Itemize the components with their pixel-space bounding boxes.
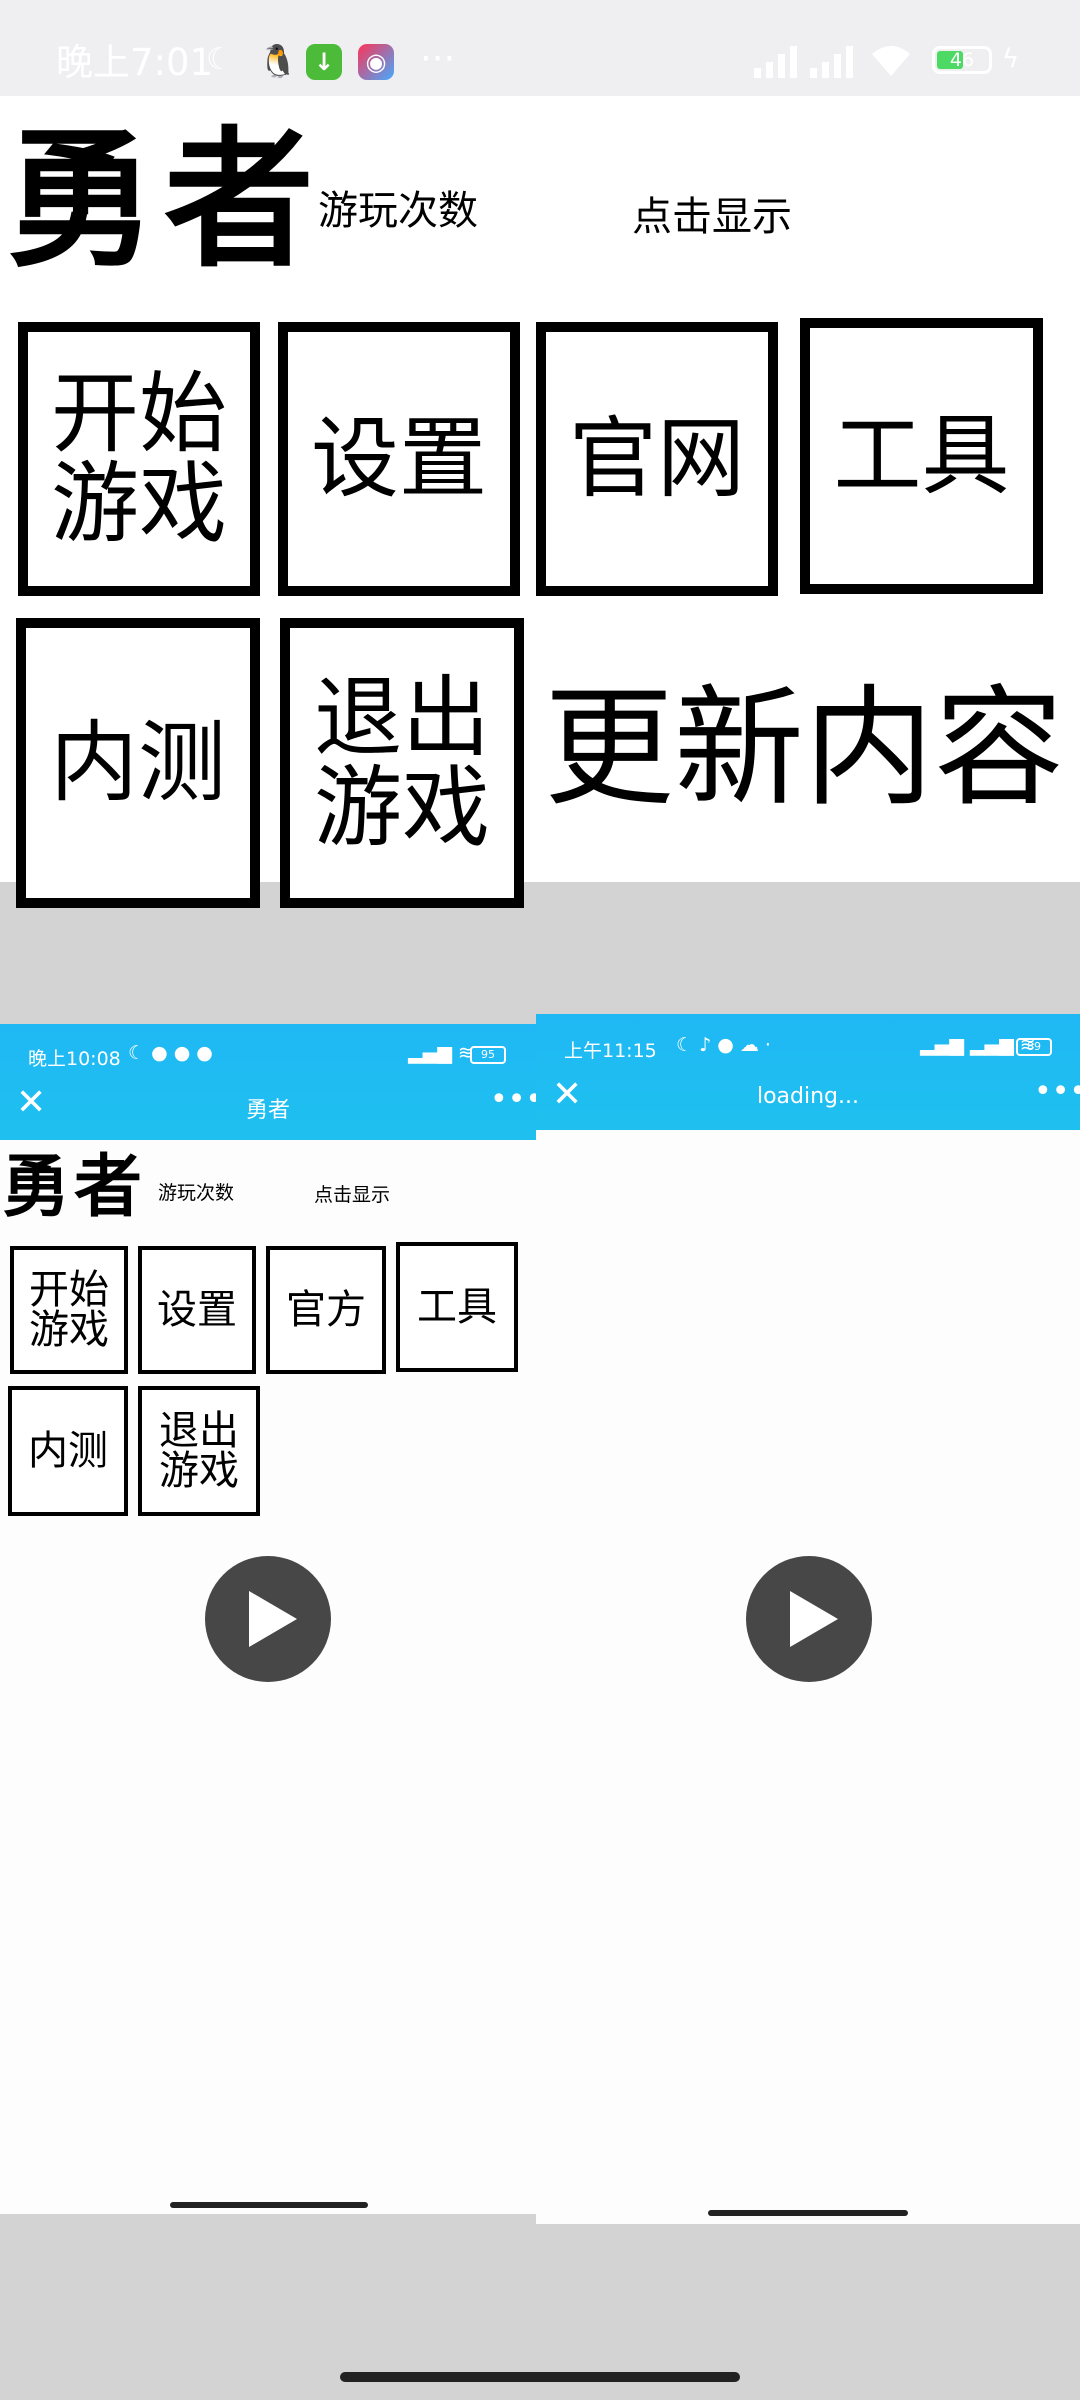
left-exit-line2: 游戏: [159, 1448, 239, 1494]
right-screenshot: 上午11:15 ☾ ♪ ● ☁ · ▂▄▆ ▂▄▆ ≋ 89 ✕ loading…: [536, 1014, 1080, 2224]
cellular-signal-hd-icon: [810, 46, 853, 78]
left-home-indicator: [170, 2202, 368, 2208]
right-play-button[interactable]: [746, 1556, 872, 1682]
update-content-button[interactable]: 更新内容: [544, 672, 1065, 824]
left-header: 晚上10:08 ☾ ● ● ● ▂▄▆ ≋ 95 ✕ 勇者 •••: [0, 1024, 536, 1140]
left-settings-label: 设置: [157, 1287, 237, 1333]
right-close-icon[interactable]: ✕: [552, 1074, 583, 1115]
official-site-label: 官网: [568, 407, 745, 510]
status-bar: 晚上7:01 ☾ 🐧 ↓ ◉ ··· 46 ϟ: [0, 0, 1080, 96]
beta-test-button[interactable]: 内测: [16, 618, 260, 908]
moon-icon: ☾: [206, 42, 233, 77]
battery-level: 46: [949, 49, 975, 71]
right-battery: 89: [1016, 1038, 1052, 1056]
settings-button[interactable]: 设置: [278, 322, 520, 596]
beta-test-label: 内测: [49, 711, 226, 814]
play-count-label: 游玩次数: [318, 188, 478, 234]
more-notifications-icon: ···: [420, 37, 456, 80]
left-status-time: 晚上10:08: [28, 1048, 121, 1070]
left-play-button[interactable]: [205, 1556, 331, 1682]
left-start-line2: 游戏: [29, 1307, 109, 1353]
more-menu-icon[interactable]: •••: [490, 1082, 536, 1117]
page-title: 勇者: [6, 114, 323, 288]
official-site-button[interactable]: 官网: [536, 322, 778, 596]
right-signal-wifi-icon: ▂▄▆ ▂▄▆ ≋: [920, 1034, 1036, 1056]
left-status-icons: ☾ ● ● ●: [128, 1042, 213, 1064]
left-click-show-button[interactable]: 点击显示: [314, 1184, 391, 1206]
close-icon[interactable]: ✕: [16, 1082, 47, 1123]
left-start-game-button[interactable]: 开始 游戏: [10, 1246, 128, 1374]
tools-button[interactable]: 工具: [800, 318, 1043, 594]
right-status-time: 上午11:15: [564, 1040, 657, 1062]
right-status-icons: ☾ ♪ ● ☁ ·: [676, 1034, 771, 1056]
start-game-line2: 游戏: [50, 452, 227, 555]
exit-game-line1: 退出: [313, 666, 490, 769]
status-time: 晚上7:01: [56, 41, 214, 84]
main-app-screen: 勇者 游玩次数 点击显示 开始 游戏 设置 官网 工具 内测 退出 游戏 更新内容: [0, 96, 1080, 908]
left-official-button[interactable]: 官方: [266, 1246, 386, 1374]
click-show-button[interactable]: 点击显示: [632, 194, 792, 240]
left-tools-button[interactable]: 工具: [396, 1242, 518, 1372]
left-beta-button[interactable]: 内测: [8, 1386, 128, 1516]
settings-label: 设置: [310, 407, 487, 510]
left-official-label: 官方: [286, 1287, 366, 1333]
left-screenshot: 晚上10:08 ☾ ● ● ● ▂▄▆ ≋ 95 ✕ 勇者 ••• 勇者 游玩次…: [0, 1024, 536, 2214]
left-beta-label: 内测: [28, 1428, 108, 1474]
exit-game-line2: 游戏: [313, 756, 490, 859]
right-more-menu-icon[interactable]: •••: [1034, 1074, 1080, 1109]
start-game-line1: 开始: [50, 362, 227, 465]
right-home-indicator: [708, 2210, 908, 2216]
left-exit-game-button[interactable]: 退出 游戏: [138, 1386, 260, 1516]
wifi-icon: [872, 46, 910, 76]
left-exit-line1: 退出: [159, 1408, 239, 1454]
tools-label: 工具: [833, 404, 1010, 507]
left-play-count-label: 游玩次数: [158, 1182, 235, 1204]
left-battery: 95: [470, 1046, 506, 1064]
download-app-icon: ↓: [306, 44, 342, 80]
left-title: 勇者: [2, 1148, 147, 1227]
left-nav-title: 勇者: [245, 1098, 290, 1123]
exit-game-button[interactable]: 退出 游戏: [280, 618, 524, 908]
home-indicator: [340, 2372, 740, 2382]
left-tools-label: 工具: [417, 1284, 497, 1330]
left-settings-button[interactable]: 设置: [138, 1246, 256, 1374]
start-game-button[interactable]: 开始 游戏: [18, 322, 260, 596]
battery-icon: 46: [932, 46, 992, 74]
left-start-line1: 开始: [29, 1267, 109, 1313]
charging-icon: ϟ: [1002, 44, 1020, 74]
cellular-signal-icon: [754, 46, 797, 78]
game-center-icon: ◉: [358, 44, 394, 80]
qq-icon: 🐧: [258, 42, 298, 80]
left-signal-wifi-icon: ▂▄▆ ≋: [408, 1042, 474, 1064]
right-nav-title: loading...: [756, 1084, 860, 1109]
right-header: 上午11:15 ☾ ♪ ● ☁ · ▂▄▆ ▂▄▆ ≋ 89 ✕ loading…: [536, 1014, 1080, 1130]
